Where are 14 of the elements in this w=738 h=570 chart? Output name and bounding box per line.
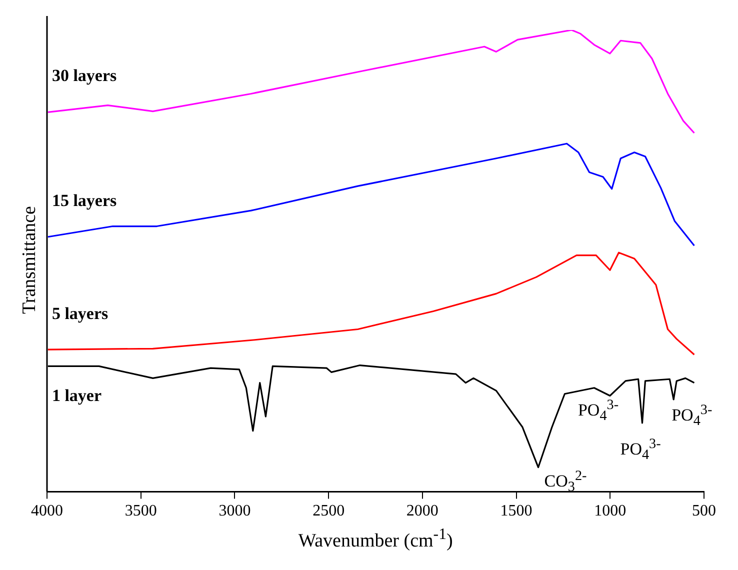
x-tick-label: 3000 bbox=[218, 502, 251, 520]
x-tick-label: 1000 bbox=[594, 502, 626, 520]
series-label: 30 layers bbox=[52, 66, 117, 86]
x-axis-title: Wavenumber (cm$^{-1}$) bbox=[297, 526, 454, 552]
series-label: 1 layer bbox=[52, 386, 102, 406]
x-tick-label: 1500 bbox=[500, 502, 532, 520]
x-tick-label: 500 bbox=[692, 502, 716, 520]
series-label: 5 layers bbox=[52, 304, 108, 324]
x-tick-label: 4000 bbox=[31, 502, 63, 520]
y-axis-title: Transmittance bbox=[19, 204, 41, 316]
x-tick-label: 2000 bbox=[406, 502, 438, 520]
series-label: 15 layers bbox=[52, 190, 117, 211]
x-tick-label: 3500 bbox=[124, 502, 157, 520]
x-tick-label: 2500 bbox=[312, 502, 345, 520]
